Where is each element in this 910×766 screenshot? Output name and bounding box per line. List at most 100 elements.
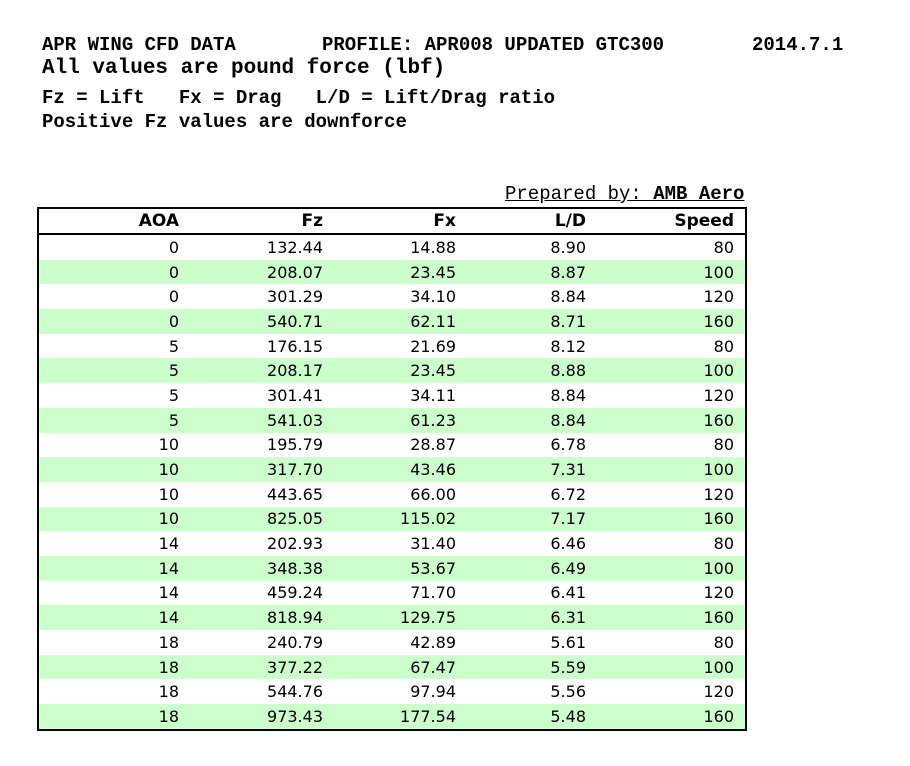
units-note: All values are pound force (lbf)	[42, 57, 446, 80]
table-cell: 160	[703, 311, 734, 331]
table-cell: 120	[703, 287, 734, 307]
table-cell: 100	[703, 262, 734, 282]
table-cell: 8.84	[550, 287, 586, 307]
table-cell: 5	[168, 336, 179, 356]
table-row: 10 443.65 66.00 6.72 120	[39, 482, 745, 507]
table-row: 0 208.07 23.45 8.87 100	[39, 259, 745, 285]
cfd-data-table: AOA Fz Fx L/D Speed 0 132.44 14.88 8.90 80 0 208.0…	[37, 207, 747, 731]
table-row: 14 348.38 53.67 6.49 100	[39, 555, 745, 581]
table-cell: 80	[713, 534, 734, 554]
table-cell: 120	[703, 682, 734, 702]
table-cell: 6.46	[550, 534, 586, 554]
table-cell: 825.05	[267, 509, 323, 529]
table-cell: 5.61	[550, 632, 586, 652]
table-cell: 97.94	[410, 682, 456, 702]
table-cell: 34.10	[410, 287, 456, 307]
table-cell: 8.12	[550, 336, 586, 356]
table-cell: 10	[158, 435, 179, 455]
table-cell: 129.75	[400, 608, 456, 628]
table-cell: 443.65	[267, 484, 323, 504]
table-cell: 240.79	[267, 632, 323, 652]
prepared-by-label: Prepared by:	[505, 183, 654, 205]
table-cell: 5	[168, 361, 179, 381]
table-cell: 14	[158, 534, 179, 554]
table-cell: 10	[158, 484, 179, 504]
table-cell: 5	[168, 410, 179, 430]
table-cell: 0	[168, 287, 179, 307]
column-header-speed: Speed	[674, 211, 734, 231]
table-cell: 80	[713, 435, 734, 455]
doc-date: 2014.7.1	[752, 34, 844, 56]
table-cell: 5.59	[550, 657, 586, 677]
table-row: 10 825.05 115.02 7.17 160	[39, 506, 745, 532]
table-cell: 23.45	[410, 361, 456, 381]
table-row: 14 202.93 31.40 6.46 80	[39, 531, 745, 556]
table-cell: 8.87	[550, 262, 586, 282]
table-cell: 8.90	[550, 237, 586, 257]
table-cell: 160	[703, 410, 734, 430]
table-cell: 132.44	[267, 237, 323, 257]
legend-note: Fz = Lift Fx = Drag L/D = Lift/Drag rati…	[42, 87, 556, 109]
table-cell: 14.88	[410, 237, 456, 257]
table-cell: 18	[158, 632, 179, 652]
table-cell: 348.38	[267, 558, 323, 578]
prepared-by-line: Prepared by: AMB Aero	[505, 184, 744, 205]
column-header-l-d: L/D	[554, 211, 586, 231]
table-row: 0 132.44 14.88 8.90 80	[39, 235, 745, 260]
table-cell: 14	[158, 558, 179, 578]
table-cell: 8.71	[550, 311, 586, 331]
table-row: 18 240.79 42.89 5.61 80	[39, 630, 745, 655]
table-row: 5 176.15 21.69 8.12 80	[39, 334, 745, 359]
table-cell: 6.49	[550, 558, 586, 578]
table-cell: 42.89	[410, 632, 456, 652]
table-cell: 160	[703, 706, 734, 726]
column-header-fz: Fz	[301, 211, 323, 231]
table-cell: 8.84	[550, 385, 586, 405]
table-cell: 0	[168, 262, 179, 282]
table-cell: 8.88	[550, 361, 586, 381]
table-cell: 6.72	[550, 484, 586, 504]
table-cell: 973.43	[267, 706, 323, 726]
table-cell: 0	[168, 311, 179, 331]
table-cell: 6.78	[550, 435, 586, 455]
table-cell: 5.56	[550, 682, 586, 702]
table-cell: 80	[713, 632, 734, 652]
table-cell: 160	[703, 509, 734, 529]
table-cell: 31.40	[410, 534, 456, 554]
table-cell: 818.94	[267, 608, 323, 628]
table-row: 5 208.17 23.45 8.88 100	[39, 358, 745, 384]
table-cell: 18	[158, 657, 179, 677]
table-cell: 541.03	[267, 410, 323, 430]
table-cell: 5.48	[550, 706, 586, 726]
table-row: 10 195.79 28.87 6.78 80	[39, 433, 745, 458]
table-cell: 317.70	[267, 460, 323, 480]
table-row: 5 301.41 34.11 8.84 120	[39, 383, 745, 408]
table-cell: 540.71	[267, 311, 323, 331]
table-cell: 120	[703, 484, 734, 504]
table-cell: 10	[158, 509, 179, 529]
table-cell: 208.17	[267, 361, 323, 381]
table-cell: 202.93	[267, 534, 323, 554]
table-cell: 61.23	[410, 410, 456, 430]
table-row: 14 818.94 129.75 6.31 160	[39, 605, 745, 630]
table-header-row: AOA Fz Fx L/D Speed	[39, 209, 745, 235]
table-cell: 6.31	[550, 608, 586, 628]
table-cell: 176.15	[267, 336, 323, 356]
column-header-fx: Fx	[433, 211, 456, 231]
table-cell: 18	[158, 682, 179, 702]
table-cell: 14	[158, 608, 179, 628]
table-cell: 53.67	[410, 558, 456, 578]
doc-title: APR WING CFD DATA	[42, 34, 236, 56]
table-cell: 10	[158, 460, 179, 480]
table-cell: 6.41	[550, 583, 586, 603]
table-cell: 377.22	[267, 657, 323, 677]
table-cell: 544.76	[267, 682, 323, 702]
doc-profile: PROFILE: APR008 UPDATED GTC300	[322, 34, 665, 56]
table-cell: 14	[158, 583, 179, 603]
table-row: 18 973.43 177.54 5.48 160	[39, 704, 745, 729]
table-cell: 177.54	[400, 706, 456, 726]
table-cell: 459.24	[267, 583, 323, 603]
table-cell: 301.29	[267, 287, 323, 307]
table-row: 18 377.22 67.47 5.59 100	[39, 654, 745, 680]
table-cell: 28.87	[410, 435, 456, 455]
